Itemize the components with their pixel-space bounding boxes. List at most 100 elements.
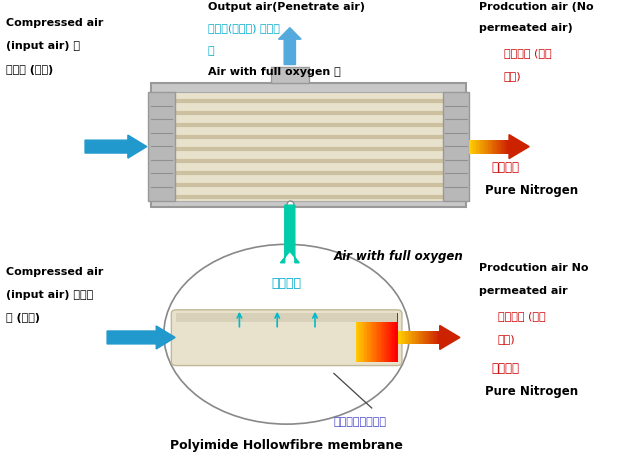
FancyArrow shape (278, 28, 301, 65)
Text: 缩空气 (进气): 缩空气 (进气) (6, 65, 54, 75)
Bar (503, 140, 505, 154)
Text: 产出气体 (非滲: 产出气体 (非滲 (504, 48, 552, 59)
Bar (428, 331, 432, 344)
Bar (483, 140, 485, 154)
Text: permeated air): permeated air) (479, 23, 573, 33)
Bar (438, 331, 441, 344)
Text: Air with full oxygen: Air with full oxygen (334, 250, 464, 263)
Bar (358, 313, 360, 362)
Bar (404, 331, 406, 344)
Bar (392, 313, 394, 362)
Bar (493, 140, 496, 154)
Bar (430, 331, 433, 344)
Text: permeated air: permeated air (479, 286, 568, 296)
Bar (375, 313, 378, 362)
Bar (391, 313, 392, 362)
Bar (374, 313, 376, 362)
Text: 透气): 透气) (504, 71, 522, 82)
Bar (412, 331, 415, 344)
Bar (411, 331, 413, 344)
Bar (504, 140, 507, 154)
Text: 气 (进气): 气 (进气) (6, 313, 40, 324)
Text: (input air) 压: (input air) 压 (6, 41, 80, 52)
Bar (434, 331, 437, 344)
Bar (384, 313, 386, 362)
Bar (418, 331, 420, 344)
Bar (369, 313, 371, 362)
Bar (359, 313, 362, 362)
Text: 富氮气体: 富氮气体 (272, 277, 302, 290)
Bar (406, 331, 409, 344)
Bar (148, 92, 175, 201)
Bar (488, 140, 490, 154)
Bar (382, 313, 384, 362)
Bar (426, 331, 428, 344)
Bar (476, 140, 479, 154)
Text: Prodcution air (No: Prodcution air (No (479, 2, 593, 12)
Bar (435, 331, 438, 344)
Bar (399, 331, 402, 344)
Bar (389, 313, 391, 362)
Bar (492, 140, 495, 154)
Bar (416, 331, 419, 344)
FancyArrow shape (85, 135, 147, 158)
Bar (381, 313, 383, 362)
Bar (479, 140, 481, 154)
Text: 透气): 透气) (498, 334, 515, 344)
Bar (176, 313, 397, 322)
Text: Polyimide Hollowfibre membrane: Polyimide Hollowfibre membrane (170, 439, 403, 452)
FancyArrow shape (107, 326, 175, 349)
Bar (356, 313, 358, 362)
Text: Prodcution air No: Prodcution air No (479, 263, 588, 273)
Bar (386, 313, 387, 362)
Text: (input air) 压缩空: (input air) 压缩空 (6, 290, 93, 301)
Bar (497, 140, 500, 154)
Bar (472, 140, 474, 154)
Text: 排出气(滲透气) 富氧气: 排出气(滲透气) 富氧气 (208, 23, 280, 33)
Bar (432, 331, 434, 344)
Bar (362, 313, 365, 362)
Bar (364, 313, 367, 362)
Bar (505, 140, 508, 154)
Text: Compressed air: Compressed air (6, 267, 104, 278)
Bar (410, 331, 412, 344)
Text: 聚酰亚胺中空纤维: 聚酰亚胺中空纤维 (334, 417, 387, 427)
Bar (485, 140, 488, 154)
Bar (379, 313, 381, 362)
Bar (498, 140, 501, 154)
Bar (500, 140, 502, 154)
Bar (474, 140, 478, 154)
Text: Output air(Penetrate air): Output air(Penetrate air) (208, 2, 365, 12)
Bar (495, 140, 497, 154)
Bar (271, 67, 309, 83)
Bar (419, 331, 421, 344)
Text: Pure Nitrogen: Pure Nitrogen (485, 184, 578, 197)
Bar (361, 313, 363, 362)
FancyArrow shape (440, 325, 460, 349)
Bar (473, 140, 476, 154)
FancyArrow shape (280, 205, 299, 263)
Bar (413, 331, 416, 344)
Bar (401, 331, 404, 344)
Bar (372, 313, 375, 362)
FancyArrow shape (509, 135, 529, 159)
Bar (420, 331, 423, 344)
Bar (398, 331, 401, 344)
Bar (486, 140, 489, 154)
Bar (496, 140, 498, 154)
Bar (507, 140, 509, 154)
Bar (387, 313, 389, 362)
Bar (367, 313, 370, 362)
Bar (489, 140, 492, 154)
Text: Compressed air: Compressed air (6, 18, 104, 29)
Bar (469, 140, 472, 154)
Text: 富氧气体: 富氧气体 (491, 161, 519, 174)
Bar (403, 331, 405, 344)
Text: Air with full oxygen 「: Air with full oxygen 「 (208, 67, 341, 77)
Bar (425, 331, 427, 344)
Bar (433, 331, 435, 344)
Bar (508, 140, 510, 154)
Bar (405, 331, 408, 344)
Bar (471, 140, 473, 154)
Bar (480, 140, 483, 154)
